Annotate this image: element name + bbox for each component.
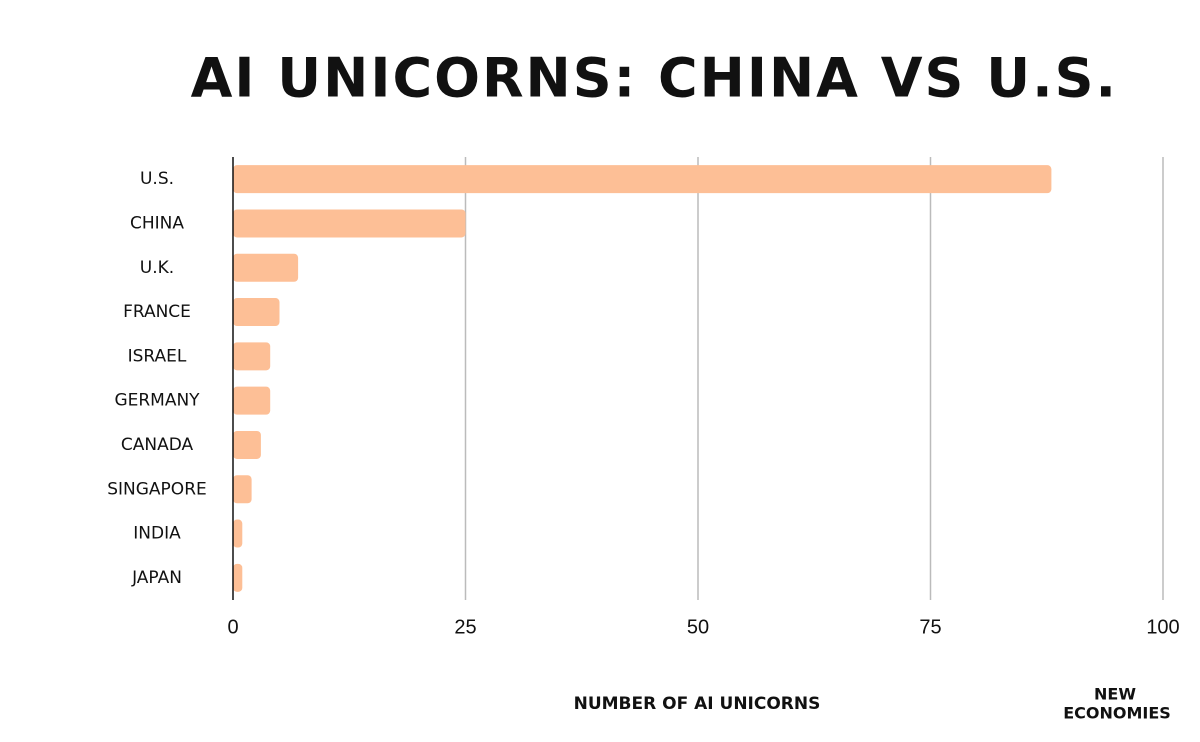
brand: NEW: [1094, 685, 1136, 704]
x-tick-label: 75: [919, 616, 941, 638]
bar: [233, 563, 243, 592]
y-tick-label: SINGAPORE: [107, 479, 207, 499]
bar: [233, 298, 280, 327]
bar: [233, 386, 271, 415]
bar: [233, 342, 271, 371]
bar: [233, 209, 466, 238]
x-tick-label: 25: [454, 616, 476, 638]
y-tick-label: INDIA: [133, 524, 181, 544]
x-tick-label: 50: [687, 616, 709, 638]
bar: [233, 253, 299, 282]
y-tick-label: CHINA: [130, 213, 184, 233]
y-tick-label: CANADA: [121, 435, 194, 455]
x-tick-label: 0: [227, 616, 238, 638]
y-tick-label: U.K.: [140, 258, 174, 278]
bar: [233, 430, 261, 459]
x-tick-label: 100: [1146, 616, 1179, 638]
bar: [233, 475, 252, 504]
brand: ECONOMIES: [1063, 704, 1171, 723]
bar: [233, 519, 243, 548]
y-tick-label: U.S.: [140, 169, 174, 189]
x-axis-label: NUMBER OF AI UNICORNS: [574, 694, 821, 714]
y-tick-label: GERMANY: [114, 391, 200, 411]
y-tick-label: FRANCE: [123, 302, 191, 322]
bar: [233, 165, 1052, 194]
y-tick-label: JAPAN: [131, 568, 182, 588]
y-tick-label: ISRAEL: [128, 346, 187, 366]
chart-title: AI UNICORNS: CHINA VS U.S.: [191, 47, 1118, 110]
